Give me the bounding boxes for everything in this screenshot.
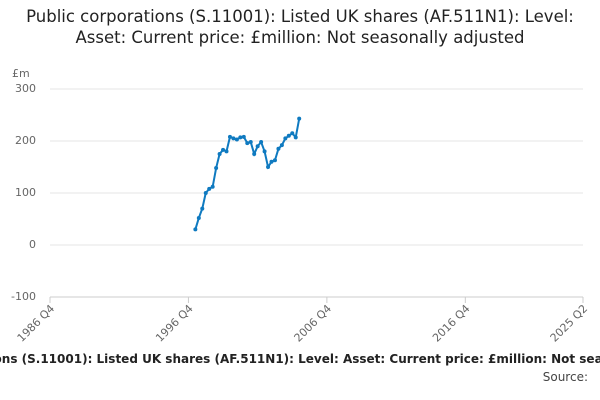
point — [200, 206, 205, 211]
point — [224, 149, 229, 154]
point — [241, 134, 246, 139]
point — [262, 149, 267, 154]
source: Source: — [542, 370, 588, 384]
point — [203, 191, 208, 195]
point — [245, 141, 250, 146]
point — [214, 166, 219, 171]
point — [255, 144, 260, 149]
point — [210, 184, 215, 189]
point — [290, 131, 295, 136]
series-line — [194, 118, 301, 230]
x-tick-label: 2025 Q2 — [548, 302, 591, 345]
point — [238, 135, 243, 140]
y-axis-label: £m — [12, 67, 30, 80]
point — [272, 158, 277, 163]
point — [217, 152, 222, 156]
point — [276, 146, 281, 151]
y-tick-label: -100 — [11, 290, 36, 303]
point — [293, 135, 298, 140]
y-tick-label: 0 — [29, 238, 36, 251]
point — [279, 143, 284, 148]
point — [196, 215, 201, 220]
x-tick-label: 1996 Q4 — [153, 302, 196, 345]
point — [283, 136, 288, 141]
point — [286, 133, 291, 138]
point — [297, 116, 302, 121]
point — [227, 134, 232, 139]
point — [259, 140, 264, 145]
y-tick-label: 300 — [15, 82, 36, 95]
point — [234, 137, 239, 142]
chart-title: Public corporations (S.11001): Listed UK… — [26, 7, 574, 47]
x-tick-label: 1986 Q4 — [15, 302, 58, 345]
footer: Public corporations (S.11001): Listed UK… — [0, 350, 600, 394]
point — [193, 227, 198, 232]
point — [231, 136, 236, 141]
x-tick-label: 2006 Q4 — [292, 302, 335, 345]
point — [269, 159, 274, 164]
footer-title: Public corporations (S.11001): Listed UK… — [0, 352, 600, 366]
point — [207, 186, 212, 191]
point — [221, 147, 226, 152]
x-tick-label: 2016 Q4 — [430, 302, 473, 345]
point — [266, 165, 271, 169]
point — [248, 140, 253, 145]
y-tick-label: 200 — [15, 134, 36, 147]
point — [252, 152, 257, 156]
y-tick-label: 100 — [15, 186, 36, 199]
